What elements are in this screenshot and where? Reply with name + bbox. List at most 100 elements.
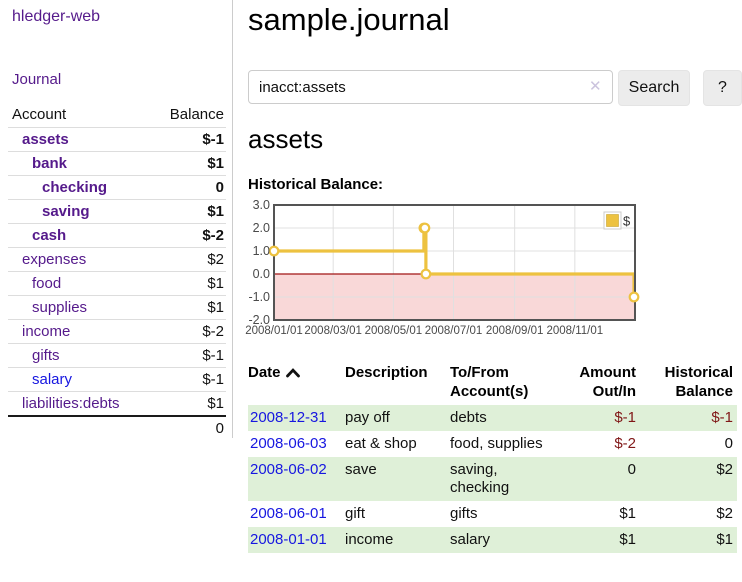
account-link[interactable]: assets bbox=[22, 131, 69, 148]
register-date-cell: 2008-06-03 bbox=[248, 431, 345, 457]
account-link[interactable]: gifts bbox=[32, 347, 60, 364]
register-accounts: debts bbox=[450, 409, 487, 426]
account-row: cash $-2 bbox=[8, 223, 226, 248]
account-link[interactable]: food bbox=[32, 275, 62, 292]
accounts-header-row: Account Balance bbox=[8, 102, 226, 128]
account-row: saving $1 bbox=[8, 199, 226, 224]
account-balance: $1 bbox=[150, 295, 226, 320]
account-name-cell: checking bbox=[8, 175, 151, 200]
account-link[interactable]: expenses bbox=[22, 251, 87, 268]
brand-link[interactable]: hledger-web bbox=[12, 8, 101, 25]
clear-search-icon[interactable]: ✕ bbox=[589, 78, 602, 95]
register-date-cell: 2008-01-01 bbox=[248, 527, 345, 553]
register-balance: $2 bbox=[716, 505, 733, 522]
register-description: eat & shop bbox=[345, 435, 417, 452]
account-name-cell: gifts bbox=[8, 343, 151, 368]
account-name-cell: expenses bbox=[8, 247, 151, 272]
chart-y-tick-label: 1.0 bbox=[252, 244, 270, 258]
account-row: supplies $1 bbox=[8, 295, 226, 320]
transaction-date-link[interactable]: 2008-12-31 bbox=[250, 409, 327, 426]
register-row: 2008-01-01 income salary $1 $1 bbox=[248, 527, 737, 553]
sidebar: hledger-web Journal Account Balance asse… bbox=[0, 0, 233, 440]
register-accounts: salary bbox=[450, 531, 491, 548]
chart-title: Historical Balance: bbox=[248, 176, 384, 193]
account-heading: assets bbox=[248, 124, 324, 154]
sidebar-item-journal[interactable]: Journal bbox=[12, 71, 62, 88]
balance-chart-svg: $ bbox=[268, 204, 640, 321]
account-name-cell: bank bbox=[8, 151, 151, 176]
chart-x-tick-label: 2008/09/01 bbox=[485, 325, 544, 337]
register-date-cell: 2008-12-31 bbox=[248, 405, 345, 431]
transaction-date-link[interactable]: 2008-06-01 bbox=[250, 505, 327, 522]
search-button[interactable]: Search bbox=[618, 70, 690, 106]
account-name-cell: income bbox=[8, 319, 151, 344]
account-name-cell: liabilities:debts bbox=[8, 391, 151, 416]
sort-ascending-icon bbox=[285, 364, 300, 383]
register-amount: 0 bbox=[627, 461, 636, 478]
register-amount: $1 bbox=[619, 505, 636, 522]
account-link[interactable]: salary bbox=[32, 371, 73, 388]
register-col-date[interactable]: Date bbox=[248, 361, 345, 405]
register-col-balance: Historical Balance bbox=[664, 364, 733, 400]
register-amount: $1 bbox=[619, 531, 636, 548]
register-row: 2008-06-01 gift gifts $1 $2 bbox=[248, 501, 737, 527]
page-title: sample.journal bbox=[248, 2, 450, 37]
accounts-total-value: 0 bbox=[150, 415, 226, 440]
chart-x-tick-label: 2008/01/01 bbox=[245, 325, 303, 337]
account-row: income $-2 bbox=[8, 319, 226, 344]
register-row: 2008-12-31 pay off debts $-1 $-1 bbox=[248, 405, 737, 431]
account-balance: $1 bbox=[150, 271, 226, 296]
register-description: pay off bbox=[345, 409, 390, 426]
register-accounts: saving, checking bbox=[450, 461, 510, 496]
account-balance: $1 bbox=[150, 199, 226, 224]
account-balance: $-1 bbox=[150, 127, 226, 152]
account-row: bank $1 bbox=[8, 151, 226, 176]
register-row: 2008-06-02 save saving, checking 0 $2 bbox=[248, 457, 737, 501]
account-link[interactable]: income bbox=[22, 323, 71, 340]
register-col-amount: Amount Out/In bbox=[579, 364, 636, 400]
transaction-date-link[interactable]: 2008-01-01 bbox=[250, 531, 327, 548]
account-balance: $1 bbox=[150, 151, 226, 176]
account-link[interactable]: supplies bbox=[32, 299, 88, 316]
account-name-cell: assets bbox=[8, 127, 151, 152]
accounts-total-spacer bbox=[8, 415, 151, 440]
account-link[interactable]: saving bbox=[42, 203, 90, 220]
register-col-description: Description bbox=[345, 364, 428, 381]
account-link[interactable]: checking bbox=[42, 179, 108, 196]
account-link[interactable]: cash bbox=[32, 227, 67, 244]
chart-y-tick-label: 0.0 bbox=[252, 267, 270, 281]
register-accounts: gifts bbox=[450, 505, 478, 522]
register-col-date-label: Date bbox=[248, 364, 281, 381]
accounts-table-body: assets $-1 bank $1 checking 0 saving $1 … bbox=[8, 127, 226, 416]
account-link[interactable]: bank bbox=[32, 155, 68, 172]
chart-y-tick-label: 2.0 bbox=[252, 221, 270, 235]
account-balance: $-1 bbox=[150, 343, 226, 368]
balance-chart: $ 3.0 2.0 1.0 0.0 -1.0 -2.0 2008/01/01 2008/03/… bbox=[245, 198, 742, 341]
account-balance: $1 bbox=[150, 391, 226, 416]
register-col-accounts: To/From Account(s) bbox=[450, 364, 529, 400]
transaction-date-link[interactable]: 2008-06-02 bbox=[250, 461, 327, 478]
register-date-cell: 2008-06-02 bbox=[248, 457, 345, 501]
register-amount: $-1 bbox=[614, 409, 636, 426]
account-row: gifts $-1 bbox=[8, 343, 226, 368]
account-balance: $2 bbox=[150, 247, 226, 272]
account-balance: $-2 bbox=[150, 319, 226, 344]
chart-x-tick-label: 2008/11/01 bbox=[546, 325, 604, 337]
register-header-row: Date Description To/From Account(s) Amou… bbox=[248, 361, 737, 405]
register-description: save bbox=[345, 461, 377, 478]
account-balance: 0 bbox=[150, 175, 226, 200]
accounts-table: Account Balance assets $-1 bank $1 check… bbox=[8, 102, 226, 440]
chart-x-tick-label: 2008/05/01 bbox=[364, 325, 423, 337]
transaction-date-link[interactable]: 2008-06-03 bbox=[250, 435, 327, 452]
accounts-col-balance: Balance bbox=[169, 106, 224, 123]
accounts-col-account: Account bbox=[12, 106, 67, 123]
register-date-cell: 2008-06-01 bbox=[248, 501, 345, 527]
account-link[interactable]: liabilities:debts bbox=[22, 395, 120, 412]
account-name-cell: salary bbox=[8, 367, 151, 392]
help-button[interactable]: ? bbox=[703, 70, 742, 106]
account-name-cell: saving bbox=[8, 199, 151, 224]
search-input[interactable] bbox=[248, 70, 613, 104]
chart-y-tick-label: -1.0 bbox=[248, 290, 270, 304]
account-row: assets $-1 bbox=[8, 127, 226, 152]
